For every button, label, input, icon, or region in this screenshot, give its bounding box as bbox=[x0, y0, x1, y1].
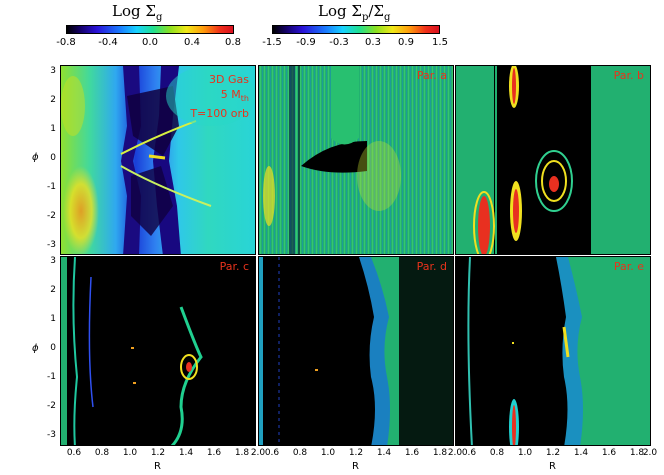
x-tick: 1.2 bbox=[348, 448, 364, 458]
x-tick: 1.8 bbox=[234, 448, 250, 458]
y-tick: 3 bbox=[50, 66, 56, 76]
x-axis-label-e: R bbox=[549, 461, 556, 472]
y-tick: -2 bbox=[47, 401, 56, 411]
y-tick: 1 bbox=[50, 124, 56, 134]
colorbar-right-tick: 0.3 bbox=[365, 37, 381, 48]
gas-density-map bbox=[61, 66, 255, 254]
x-tick: 1.0 bbox=[320, 448, 336, 458]
y-tick: 0 bbox=[50, 343, 56, 353]
x-tick: 0.6 bbox=[264, 448, 280, 458]
x-tick: 1.6 bbox=[206, 448, 222, 458]
x-tick: 2.0 bbox=[642, 448, 658, 458]
colorbar-left-tick: 0.4 bbox=[184, 37, 200, 48]
colorbar-right-tick: -0.9 bbox=[296, 37, 316, 48]
x-tick: 2.0 bbox=[250, 448, 266, 458]
panel-b-label: Par. b bbox=[613, 69, 644, 82]
x-axis-label-c: R bbox=[154, 461, 161, 472]
colorbar-right-tick: 0.9 bbox=[398, 37, 414, 48]
particle-map-c bbox=[61, 257, 255, 445]
x-tick: 1.8 bbox=[432, 448, 448, 458]
x-tick: 1.4 bbox=[573, 448, 589, 458]
y-tick: 0 bbox=[50, 153, 56, 163]
particle-map-a bbox=[259, 66, 453, 254]
x-tick: 1.2 bbox=[150, 448, 166, 458]
x-tick: 0.8 bbox=[292, 448, 308, 458]
y-tick: -3 bbox=[47, 430, 56, 440]
x-tick: 1.4 bbox=[178, 448, 194, 458]
particle-map-b bbox=[456, 66, 650, 254]
panel-e-label: Par. e bbox=[613, 260, 644, 273]
panel-c-label: Par. c bbox=[219, 260, 249, 273]
x-tick: 1.0 bbox=[517, 448, 533, 458]
colorbar-right bbox=[272, 25, 440, 34]
y-tick: -2 bbox=[47, 211, 56, 221]
colorbar-right-title: Log Σp/Σg bbox=[318, 2, 391, 23]
particle-map-e bbox=[456, 257, 650, 445]
panel-d: Par. d bbox=[258, 256, 454, 446]
x-tick: 1.2 bbox=[545, 448, 561, 458]
x-tick: 1.4 bbox=[376, 448, 392, 458]
y-tick: 2 bbox=[50, 95, 56, 105]
gas-panel-label: 3D Gas 5 Mth T=100 orb bbox=[190, 73, 249, 121]
x-tick: 0.8 bbox=[94, 448, 110, 458]
y-tick: -3 bbox=[47, 240, 56, 250]
panel-a-label: Par. a bbox=[416, 69, 447, 82]
x-tick: 0.8 bbox=[489, 448, 505, 458]
x-tick: 1.6 bbox=[404, 448, 420, 458]
x-tick: 1.6 bbox=[601, 448, 617, 458]
y-axis-label-top: ϕ bbox=[32, 152, 39, 163]
panel-c: Par. c bbox=[60, 256, 256, 446]
colorbar-right-tick: -1.5 bbox=[262, 37, 282, 48]
colorbar-left-tick: -0.4 bbox=[98, 37, 118, 48]
x-tick: 1.8 bbox=[629, 448, 645, 458]
y-axis-label-bottom: ϕ bbox=[32, 343, 39, 354]
y-tick: 2 bbox=[50, 285, 56, 295]
y-tick: 1 bbox=[50, 314, 56, 324]
x-axis-label-d: R bbox=[352, 461, 359, 472]
y-tick: 3 bbox=[50, 256, 56, 266]
panel-b: Par. b bbox=[455, 65, 651, 255]
panel-d-label: Par. d bbox=[416, 260, 447, 273]
x-tick: 0.6 bbox=[66, 448, 82, 458]
panel-gas: 3D Gas 5 Mth T=100 orb bbox=[60, 65, 256, 255]
colorbar-left bbox=[66, 25, 234, 34]
colorbar-left-tick: 0.8 bbox=[225, 37, 241, 48]
colorbar-right-tick: -0.3 bbox=[329, 37, 349, 48]
y-tick: -1 bbox=[47, 182, 56, 192]
particle-map-d bbox=[259, 257, 453, 445]
colorbar-right-tick: 1.5 bbox=[432, 37, 448, 48]
y-tick: -1 bbox=[47, 372, 56, 382]
x-tick: 0.6 bbox=[461, 448, 477, 458]
x-tick: 1.0 bbox=[122, 448, 138, 458]
panel-e: Par. e bbox=[455, 256, 651, 446]
x-tick: 2.0 bbox=[447, 448, 463, 458]
colorbar-left-tick: 0.0 bbox=[142, 37, 158, 48]
colorbar-left-tick: -0.8 bbox=[56, 37, 76, 48]
colorbar-left-title: Log Σg bbox=[112, 2, 163, 23]
panel-a: Par. a bbox=[258, 65, 454, 255]
